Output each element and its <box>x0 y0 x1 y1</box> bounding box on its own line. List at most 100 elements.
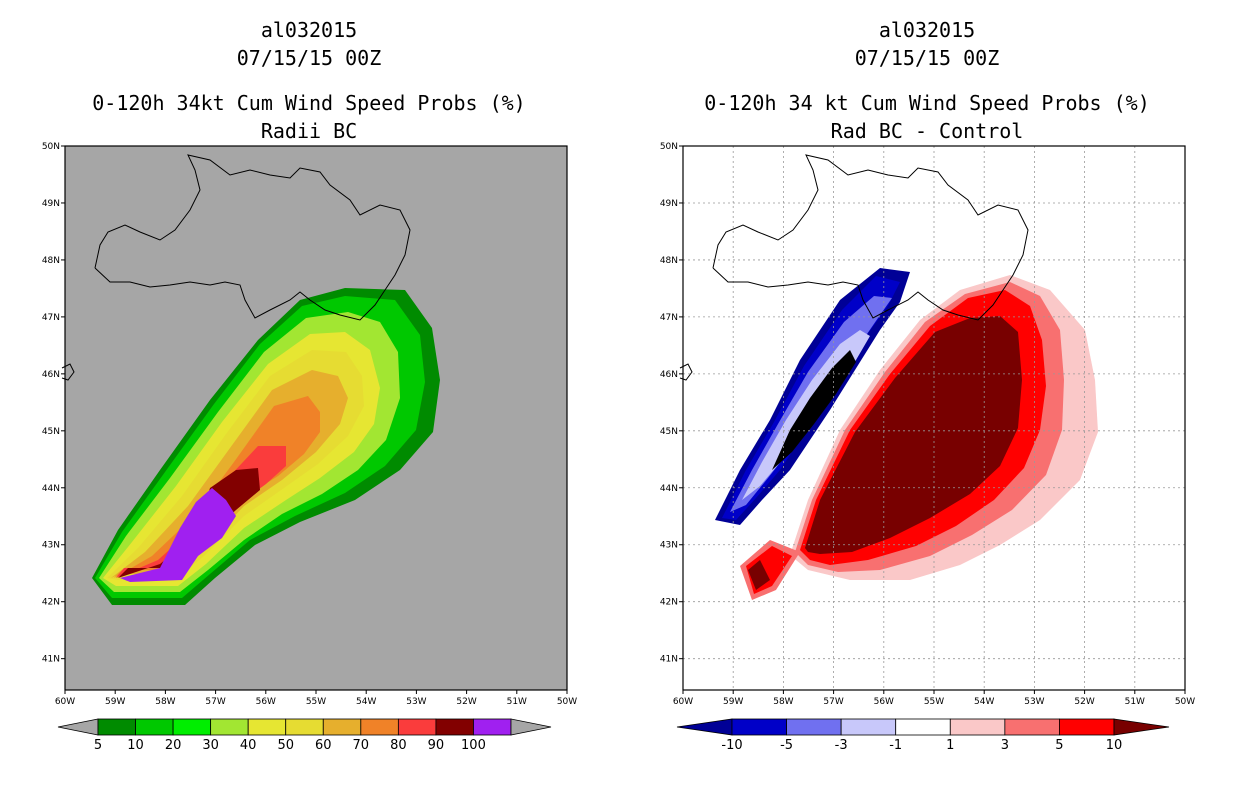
colorbar-label: 60 <box>315 738 332 753</box>
colorbar-segment <box>172 718 212 736</box>
colorbar-label: 40 <box>240 738 257 753</box>
colorbar-label: 1 <box>946 738 954 753</box>
y-axis-label: 44N <box>660 484 678 494</box>
colorbar-label: 5 <box>94 738 102 753</box>
x-axis-label: 60W <box>55 697 75 707</box>
colorbar-segment <box>949 718 1006 736</box>
map-subtitle: Radii BC <box>260 119 358 143</box>
colorbar-label: 100 <box>461 738 486 753</box>
y-axis-label: 50N <box>660 142 678 152</box>
y-axis-label: 41N <box>42 655 60 665</box>
colorbar-segment <box>473 718 512 736</box>
coastline <box>94 154 411 321</box>
y-axis-label: 46N <box>660 370 678 380</box>
x-axis-label: 50W <box>557 697 577 707</box>
colorbar-label: 70 <box>353 738 370 753</box>
colorbar-segment <box>895 718 951 736</box>
coastline <box>679 363 693 381</box>
colorbar-label: 10 <box>127 738 144 753</box>
y-axis-label: 45N <box>660 427 678 437</box>
colorbar-segment <box>210 718 249 736</box>
x-axis-label: 57W <box>205 697 225 707</box>
x-axis-label: 59W <box>723 697 743 707</box>
map-title: 0-120h 34kt Cum Wind Speed Probs (%) <box>92 91 526 115</box>
map-subtitle: Rad BC - Control <box>830 119 1024 143</box>
x-axis-label: 52W <box>456 697 476 707</box>
colorbar-segment <box>840 718 897 736</box>
datetime: 07/15/15 00Z <box>854 46 1000 70</box>
contour-fill <box>805 316 1022 554</box>
left-map: 50N 49N 48N 47N 46N 45N 44N 43N 42N 41N 60W 59W 58W 5… <box>42 142 577 753</box>
contour-group <box>92 288 440 605</box>
colorbar-segment <box>360 718 399 736</box>
colorbar-segment <box>97 718 136 736</box>
coastline <box>712 154 1029 321</box>
y-axis-label: 43N <box>660 541 678 551</box>
contour-fill <box>120 488 236 582</box>
x-axis-label: 55W <box>306 697 326 707</box>
colorbar-right-arrow <box>510 718 552 736</box>
colorbar-segment <box>731 718 787 736</box>
colorbar-segment <box>1004 718 1060 736</box>
colorbar-segment <box>322 718 362 736</box>
colorbar-label: 20 <box>165 738 182 753</box>
colorbar-segment <box>1059 718 1115 736</box>
x-axis-label: 51W <box>1125 697 1145 707</box>
colorbar-segment <box>786 718 842 736</box>
x-axis-label: 53W <box>1024 697 1044 707</box>
colorbar-segment <box>135 718 174 736</box>
colorbar-segment <box>397 718 437 736</box>
colorbar-segment <box>285 718 324 736</box>
x-axis-label: 53W <box>406 697 426 707</box>
x-axis-label: 58W <box>155 697 175 707</box>
x-axis-label: 51W <box>507 697 527 707</box>
storm-id: al032015 <box>260 18 358 42</box>
right-map-panel: al032015 07/15/15 00Z 0-120h 34 kt Cum W… <box>618 0 1236 800</box>
colorbar-right-arrow <box>1113 718 1170 736</box>
left-map-panel: al032015 07/15/15 00Z 0-120h 34kt Cum Wi… <box>42 18 577 753</box>
y-axis-label: 43N <box>42 541 60 551</box>
x-axis-label: 59W <box>105 697 125 707</box>
contour-fill <box>118 468 260 578</box>
y-axis-label: 49N <box>660 199 678 209</box>
colorbar-label: 5 <box>1055 738 1063 753</box>
y-axis-label: 42N <box>660 598 678 608</box>
colorbar-label: -10 <box>721 738 742 753</box>
storm-id: al032015 <box>878 18 976 42</box>
colorbar-segment <box>435 718 474 736</box>
colorbar-label: -5 <box>780 738 793 753</box>
y-axis-label: 48N <box>660 256 678 266</box>
colorbar-label: -1 <box>889 738 902 753</box>
x-axis-label: 60W <box>673 697 693 707</box>
colorbar-label: 30 <box>202 738 219 753</box>
colorbar-label: 90 <box>428 738 445 753</box>
y-axis-label: 45N <box>42 427 60 437</box>
x-axis-label: 54W <box>356 697 376 707</box>
y-axis-label: 42N <box>42 598 60 608</box>
colorbar-segment <box>247 718 287 736</box>
right-map: 50N 49N 48N 47N 46N 45N 44N 43N 42N 41N 60W 59W 58W 5… <box>660 142 1195 753</box>
x-axis-label: 50W <box>1175 697 1195 707</box>
colorbar-label: 80 <box>390 738 407 753</box>
x-axis-label: 56W <box>874 697 894 707</box>
x-axis-label: 57W <box>823 697 843 707</box>
map-title: 0-120h 34 kt Cum Wind Speed Probs (%) <box>704 91 1150 115</box>
x-axis-label: 54W <box>974 697 994 707</box>
contour-fill <box>772 350 856 470</box>
colorbar-label: -3 <box>835 738 848 753</box>
y-axis-label: 47N <box>42 313 60 323</box>
datetime: 07/15/15 00Z <box>236 46 382 70</box>
coastline <box>61 363 75 381</box>
y-axis-label: 41N <box>660 655 678 665</box>
x-axis-label: 58W <box>773 697 793 707</box>
colorbar-label: 3 <box>1001 738 1009 753</box>
colorbar-label: 10 <box>1106 738 1123 753</box>
x-axis-label: 56W <box>256 697 276 707</box>
contour-fill <box>748 560 770 590</box>
colorbar-left-arrow <box>676 718 733 736</box>
y-axis-label: 49N <box>42 199 60 209</box>
y-axis-label: 46N <box>42 370 60 380</box>
y-axis-label: 50N <box>42 142 60 152</box>
colorbar-label: 50 <box>277 738 294 753</box>
x-axis-label: 55W <box>924 697 944 707</box>
